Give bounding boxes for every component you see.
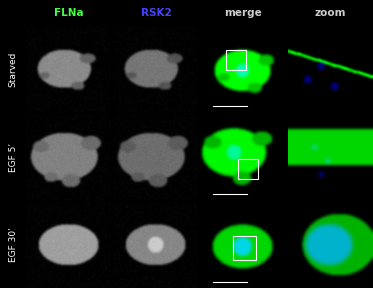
Bar (233, 236, 257, 260)
Text: zoom: zoom (314, 8, 346, 18)
Text: Starved: Starved (9, 52, 18, 87)
Text: EGF 5’: EGF 5’ (9, 142, 18, 172)
Text: EGF 30’: EGF 30’ (9, 227, 18, 262)
Text: FLNa: FLNa (54, 8, 84, 18)
Bar (226, 50, 247, 71)
Bar (238, 159, 258, 179)
Text: merge: merge (224, 8, 262, 18)
Text: RSK2: RSK2 (141, 8, 171, 18)
